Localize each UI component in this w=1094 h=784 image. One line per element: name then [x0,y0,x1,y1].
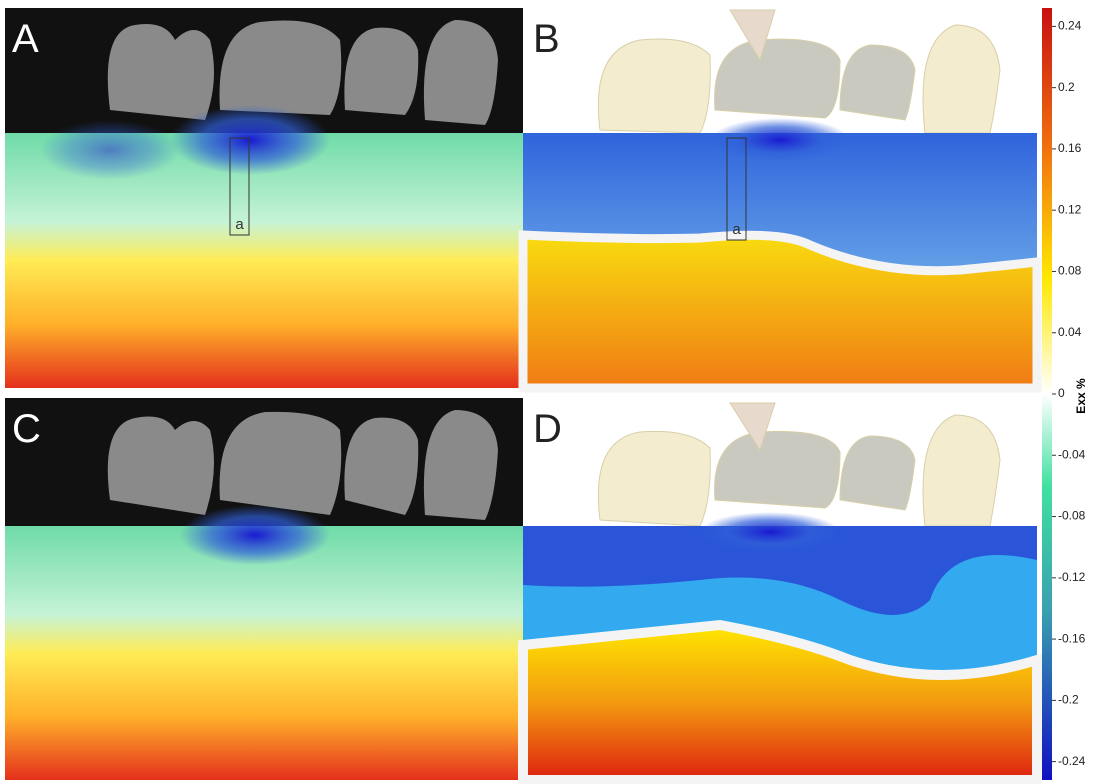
teeth-model [598,403,1000,526]
tick-label: 0.08 [1058,264,1082,278]
teeth [108,410,498,520]
strain-blob [700,512,840,552]
panel-letter: B [533,17,560,61]
region-label: a [732,221,741,238]
tick-label: -0.12 [1058,570,1086,584]
tick-label: 0.12 [1058,202,1082,216]
tick-label: -0.2 [1058,693,1079,707]
tick-label: -0.08 [1058,509,1086,523]
colorbar-label: Exx % [1074,378,1088,414]
figure: a A a B C D Exx % 0.24 0.2 0.16 0.12 0.08 0.0… [0,0,1094,784]
teeth-model [598,10,1000,133]
tick-label: -0.24 [1058,754,1086,768]
tick-label: -0.16 [1058,631,1086,645]
panel-letter: D [533,407,562,451]
panel-letter: C [12,407,41,451]
tick-label: 0.24 [1058,19,1082,33]
tick-label: -0.04 [1058,447,1086,461]
region-label: a [235,216,244,233]
tick-label: 0 [1058,386,1065,400]
panel-letter: A [12,17,39,61]
tick-label: 0.04 [1058,325,1082,339]
teeth [108,20,498,125]
strain-blob [710,118,850,162]
strain-blob [180,505,330,565]
tick-label: 0.2 [1058,80,1075,94]
tick-label: 0.16 [1058,141,1082,155]
strain-blob [40,120,180,180]
colorbar [1042,8,1052,780]
strain-blob [170,105,330,175]
